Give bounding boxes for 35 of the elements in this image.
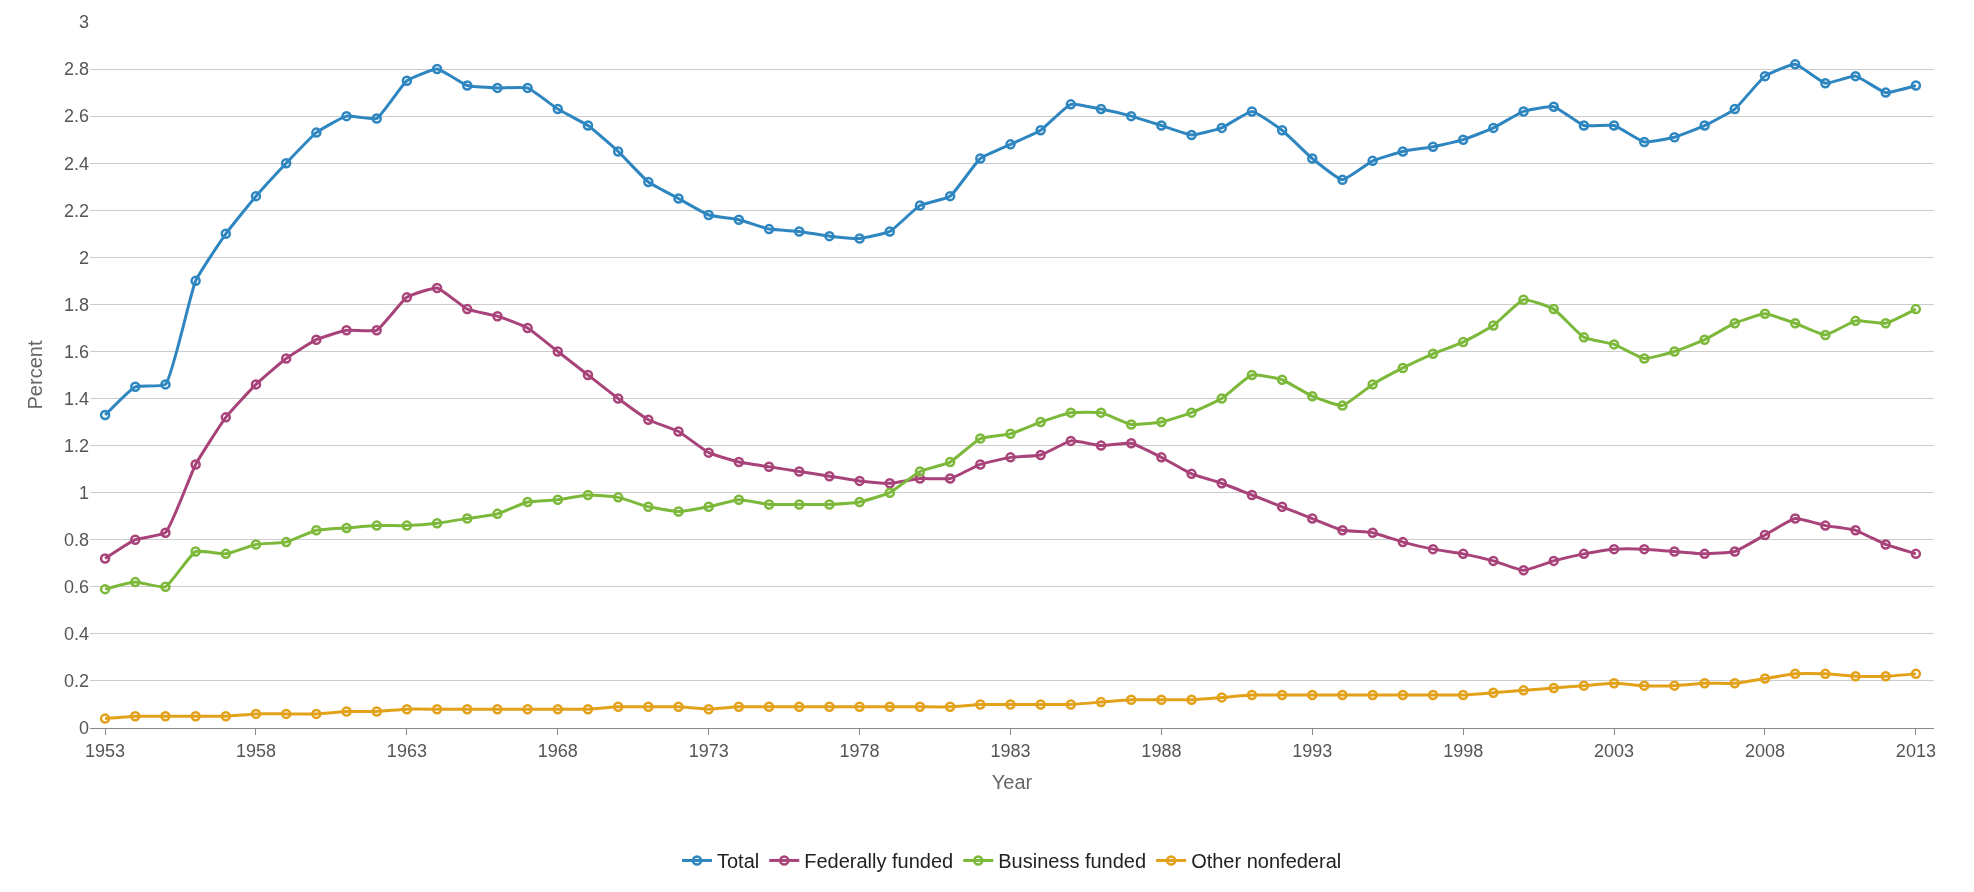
x-tick-label: 1958 — [235, 740, 277, 761]
x-tick-label: 1988 — [1141, 740, 1182, 761]
y-tick-label: 0.8 — [63, 530, 89, 551]
x-tick-label: 1998 — [1443, 740, 1484, 761]
y-tick-label: 1.4 — [63, 388, 89, 409]
y-tick-label: 1 — [78, 482, 89, 503]
x-tick-label: 2008 — [1744, 740, 1786, 761]
x-tick-label: 1968 — [537, 740, 578, 761]
y-tick-label: 1.6 — [63, 341, 89, 362]
x-tick-label: 1973 — [688, 740, 729, 761]
x-tick-label: 2013 — [1895, 740, 1936, 761]
y-tick-label: 0 — [78, 718, 89, 739]
y-axis-title: Percent — [24, 340, 47, 410]
x-tick-label: 2003 — [1594, 740, 1635, 761]
y-tick-label: 2.2 — [63, 200, 89, 221]
y-tick-label: 1.8 — [63, 294, 89, 315]
x-tick-label: 1993 — [1292, 740, 1333, 761]
legend-label: Business funded — [998, 850, 1147, 873]
x-tick-label: 1983 — [990, 740, 1031, 761]
legend-label: Total — [717, 850, 760, 873]
y-tick-label: 3 — [78, 12, 89, 33]
y-tick-label: 2.8 — [63, 59, 89, 80]
y-tick-label: 0.6 — [63, 577, 89, 598]
legend-label: Other nonfederal — [1191, 850, 1342, 873]
y-tick-label: 1.2 — [63, 435, 89, 456]
legend-label: Federally funded — [804, 850, 954, 873]
y-tick-label: 2.4 — [63, 153, 89, 174]
x-axis-title: Year — [991, 771, 1033, 794]
y-tick-label: 0.2 — [63, 671, 89, 692]
y-tick-label: 2 — [78, 247, 89, 268]
x-tick-label: 1953 — [85, 740, 126, 761]
y-tick-label: 2.6 — [63, 106, 89, 127]
y-tick-label: 0.4 — [63, 624, 89, 645]
x-tick-label: 1963 — [386, 740, 427, 761]
x-tick-label: 1978 — [839, 740, 880, 761]
